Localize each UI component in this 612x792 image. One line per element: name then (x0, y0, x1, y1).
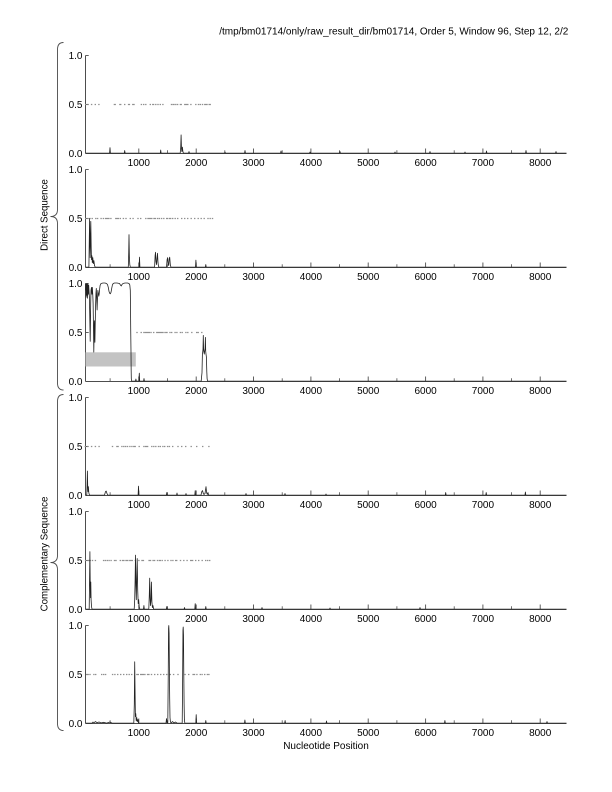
svg-text:7000: 7000 (472, 158, 495, 169)
svg-text:1000: 1000 (128, 386, 151, 397)
svg-text:7000: 7000 (472, 728, 495, 739)
svg-text:0.0: 0.0 (69, 263, 83, 274)
svg-text:3000: 3000 (242, 386, 265, 397)
svg-text:5000: 5000 (357, 158, 380, 169)
svg-text:2000: 2000 (185, 728, 208, 739)
svg-text:1.0: 1.0 (69, 51, 83, 62)
svg-text:Complementary Sequence: Complementary Sequence (39, 497, 50, 612)
svg-text:1000: 1000 (128, 728, 151, 739)
svg-text:3000: 3000 (242, 500, 265, 511)
svg-text:2000: 2000 (185, 500, 208, 511)
svg-text:0.5: 0.5 (69, 328, 83, 339)
svg-text:6000: 6000 (414, 386, 437, 397)
svg-text:8000: 8000 (529, 500, 552, 511)
svg-text:8000: 8000 (529, 158, 552, 169)
svg-text:5000: 5000 (357, 728, 380, 739)
svg-text:1.0: 1.0 (69, 621, 83, 632)
svg-text:8000: 8000 (529, 386, 552, 397)
svg-text:1000: 1000 (128, 614, 151, 625)
svg-text:6000: 6000 (414, 158, 437, 169)
svg-text:2000: 2000 (185, 158, 208, 169)
svg-text:6000: 6000 (414, 500, 437, 511)
svg-text:3000: 3000 (242, 614, 265, 625)
svg-text:0.0: 0.0 (69, 605, 83, 616)
svg-text:5000: 5000 (357, 500, 380, 511)
svg-text:1000: 1000 (128, 158, 151, 169)
svg-text:2000: 2000 (185, 386, 208, 397)
svg-text:0.0: 0.0 (69, 149, 83, 160)
svg-text:7000: 7000 (472, 500, 495, 511)
svg-text:2000: 2000 (185, 614, 208, 625)
svg-text:0.0: 0.0 (69, 491, 83, 502)
svg-text:7000: 7000 (472, 272, 495, 283)
svg-text:0.0: 0.0 (69, 377, 83, 388)
svg-text:0.5: 0.5 (69, 442, 83, 453)
svg-text:0.5: 0.5 (69, 100, 83, 111)
svg-text:8000: 8000 (529, 272, 552, 283)
svg-text:1.0: 1.0 (69, 279, 83, 290)
svg-text:5000: 5000 (357, 614, 380, 625)
svg-text:Direct Sequence: Direct Sequence (39, 179, 50, 251)
svg-text:/tmp/bm01714/only/raw_result_d: /tmp/bm01714/only/raw_result_dir/bm01714… (219, 27, 569, 38)
svg-text:0.5: 0.5 (69, 214, 83, 225)
svg-text:Nucleotide Position: Nucleotide Position (283, 741, 369, 752)
svg-text:2000: 2000 (185, 272, 208, 283)
svg-text:4000: 4000 (300, 728, 323, 739)
svg-text:1000: 1000 (128, 500, 151, 511)
svg-text:6000: 6000 (414, 272, 437, 283)
svg-text:8000: 8000 (529, 728, 552, 739)
svg-text:1.0: 1.0 (69, 393, 83, 404)
svg-text:6000: 6000 (414, 614, 437, 625)
svg-text:0.5: 0.5 (69, 670, 83, 681)
svg-text:3000: 3000 (242, 728, 265, 739)
svg-text:4000: 4000 (300, 386, 323, 397)
svg-text:4000: 4000 (300, 158, 323, 169)
svg-text:8000: 8000 (529, 614, 552, 625)
svg-text:7000: 7000 (472, 386, 495, 397)
svg-text:4000: 4000 (300, 272, 323, 283)
svg-text:3000: 3000 (242, 272, 265, 283)
svg-text:0.5: 0.5 (69, 556, 83, 567)
svg-text:7000: 7000 (472, 614, 495, 625)
svg-text:1000: 1000 (128, 272, 151, 283)
svg-text:1.0: 1.0 (69, 507, 83, 518)
svg-text:1.0: 1.0 (69, 165, 83, 176)
svg-text:5000: 5000 (357, 386, 380, 397)
svg-text:4000: 4000 (300, 500, 323, 511)
svg-text:4000: 4000 (300, 614, 323, 625)
svg-text:5000: 5000 (357, 272, 380, 283)
svg-text:6000: 6000 (414, 728, 437, 739)
svg-text:3000: 3000 (242, 158, 265, 169)
svg-text:0.0: 0.0 (69, 719, 83, 730)
